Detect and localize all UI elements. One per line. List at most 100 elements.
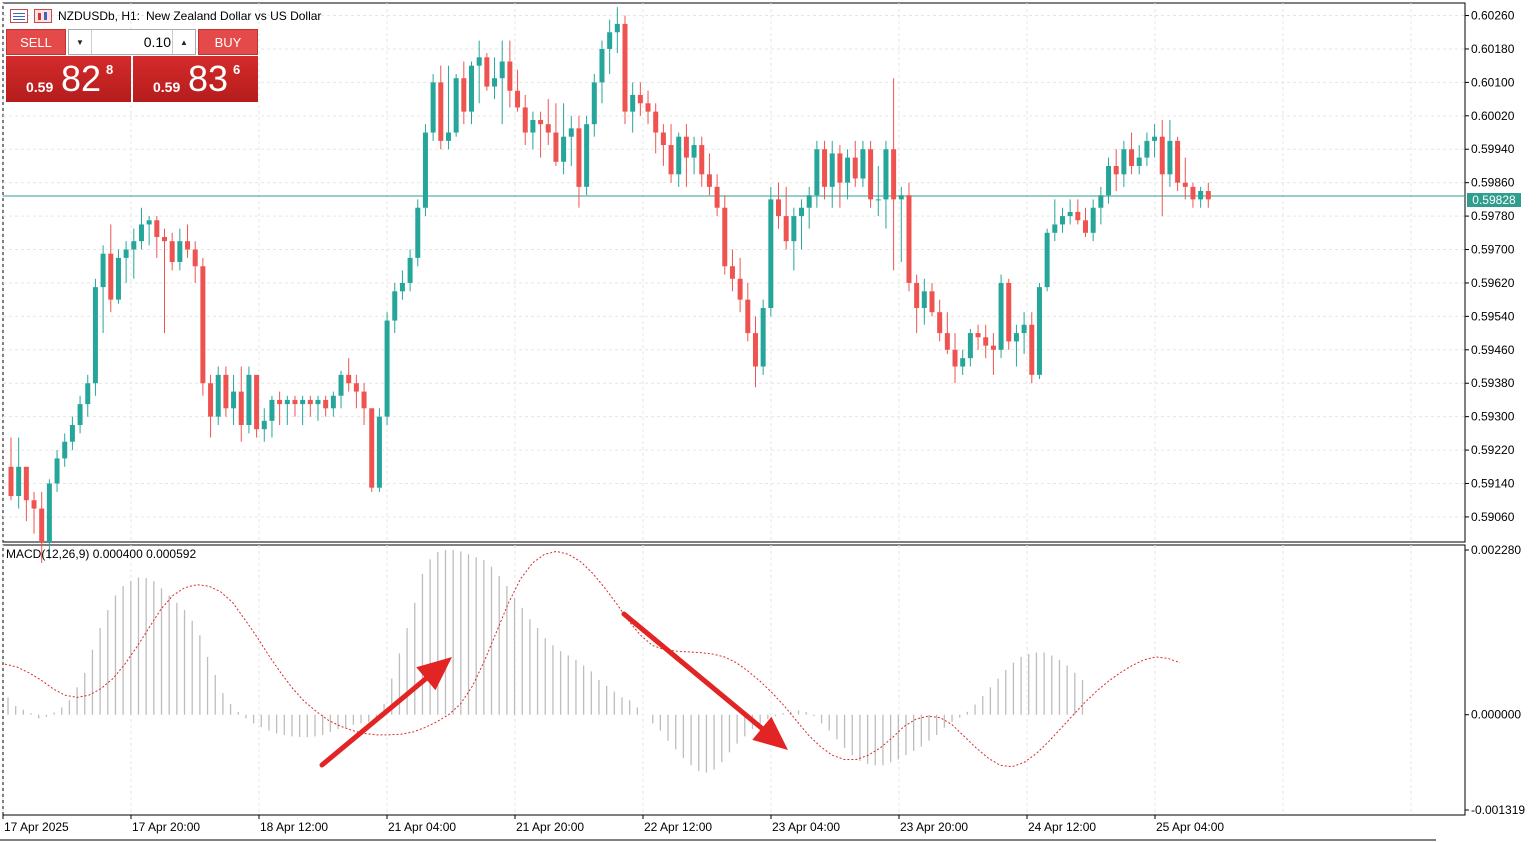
candle-bear — [776, 199, 781, 217]
candle-bull — [123, 249, 129, 258]
candle-bull — [77, 404, 83, 426]
price-tick-label: 0.59940 — [1471, 142, 1515, 156]
annotation-arrow-up-shaft — [319, 676, 429, 768]
time-tick-label: 18 Apr 12:00 — [260, 820, 328, 834]
candle-bull — [829, 153, 835, 187]
candle-bull — [415, 207, 421, 258]
candle-bear — [576, 128, 582, 187]
candle-bear — [837, 153, 843, 183]
candle-bear — [914, 282, 920, 309]
buy-button[interactable]: BUY — [198, 29, 258, 55]
candle-bear — [729, 266, 735, 279]
one-click-trading-panel: SELL ▼ ▲ BUY 0.59 82 8 0.59 83 6 — [6, 29, 258, 102]
candle-bull — [269, 399, 275, 421]
sell-button[interactable]: SELL — [6, 29, 66, 55]
annotation-arrow-up-head — [416, 657, 452, 691]
candle-bull — [85, 383, 91, 405]
candle-bull — [1052, 224, 1058, 233]
candle-bull — [607, 32, 613, 49]
window-menu-icon[interactable] — [10, 9, 28, 23]
candle-bull — [330, 395, 336, 409]
candle-bull — [54, 458, 60, 484]
candle-bear — [438, 82, 444, 141]
lot-size-stepper[interactable]: ▼ ▲ — [68, 29, 196, 55]
candle-bull — [967, 333, 973, 359]
candle-bear — [515, 90, 521, 108]
candle-bear — [361, 391, 367, 409]
candle-bear — [277, 399, 283, 405]
candle-bear — [722, 207, 728, 267]
candle-bear — [169, 241, 175, 263]
candle-bear — [699, 145, 705, 175]
candle-bear — [1182, 182, 1188, 187]
annotation-arrow-down-shaft — [621, 611, 765, 731]
candle-bull — [1121, 149, 1127, 175]
ask-price-pips: 83 — [188, 58, 229, 99]
candle-bull — [875, 199, 881, 201]
price-tick-label: 0.59860 — [1471, 176, 1515, 190]
candle-bull — [599, 48, 605, 83]
candle-bull — [530, 119, 536, 133]
current-price-tag: 0.59828 — [1467, 193, 1521, 207]
candle-bull — [614, 23, 620, 33]
candle-bear — [983, 337, 989, 346]
candle-bear — [668, 145, 674, 175]
lot-decrease-button[interactable]: ▼ — [69, 30, 92, 54]
candle-bear — [1006, 282, 1012, 342]
price-tick-label: 0.59300 — [1471, 410, 1515, 424]
ask-price-button[interactable]: 0.59 83 6 — [133, 56, 258, 102]
bid-price-pips: 82 — [61, 58, 102, 99]
candle-bull — [146, 220, 152, 225]
triangle-down-icon: ▼ — [76, 37, 84, 47]
candle-bull — [806, 195, 812, 208]
candle-bull — [453, 78, 459, 133]
candle-bear — [1159, 136, 1165, 175]
candle-bull — [561, 136, 567, 162]
candle-bear — [192, 249, 198, 267]
candle-bear — [553, 132, 559, 162]
candle-bear — [737, 278, 743, 300]
candle-bull — [476, 57, 482, 66]
candle-bear — [484, 57, 490, 87]
price-tick-label: 0.59220 — [1471, 443, 1515, 457]
candle-bear — [752, 333, 758, 367]
candle-bear — [307, 399, 313, 405]
candle-bull — [676, 136, 682, 175]
candle-bull — [1106, 165, 1112, 196]
candle-bear — [937, 312, 943, 334]
price-tick-label: 0.59700 — [1471, 243, 1515, 257]
candle-bull — [1036, 287, 1042, 375]
candle-bear — [538, 119, 544, 125]
bid-price-prefix: 0.59 — [26, 79, 54, 95]
candle-bear — [1175, 140, 1181, 183]
candle-bull — [1152, 136, 1158, 141]
candle-bull — [1013, 333, 1019, 342]
candle-bull — [100, 253, 106, 288]
candle-bull — [392, 291, 398, 321]
lot-increase-button[interactable]: ▲ — [172, 30, 195, 54]
candle-bear — [868, 149, 874, 200]
candle-bear — [185, 241, 191, 250]
time-tick-label: 23 Apr 04:00 — [772, 820, 840, 834]
bid-price-button[interactable]: 0.59 82 8 — [6, 56, 131, 102]
candle-bear — [783, 216, 789, 242]
candle-bull — [814, 149, 820, 196]
candle-bear — [683, 136, 689, 158]
candle-bull — [591, 82, 597, 125]
candle-bull — [898, 195, 904, 200]
bid-price-fraction: 8 — [106, 62, 114, 77]
candle-bear — [346, 374, 352, 384]
candle-bear — [714, 186, 720, 208]
lot-size-input[interactable] — [93, 30, 171, 54]
candle-bull — [445, 132, 451, 141]
candle-bull — [883, 149, 889, 200]
triangle-up-icon: ▲ — [180, 37, 188, 47]
candle-bear — [952, 349, 958, 367]
candle-bull — [115, 257, 121, 300]
price-tick-label: 0.59780 — [1471, 209, 1515, 223]
candle-bull — [584, 124, 590, 187]
chart-type-icon[interactable] — [34, 9, 52, 23]
candle-bear — [944, 333, 950, 350]
candle-bull — [284, 399, 290, 405]
